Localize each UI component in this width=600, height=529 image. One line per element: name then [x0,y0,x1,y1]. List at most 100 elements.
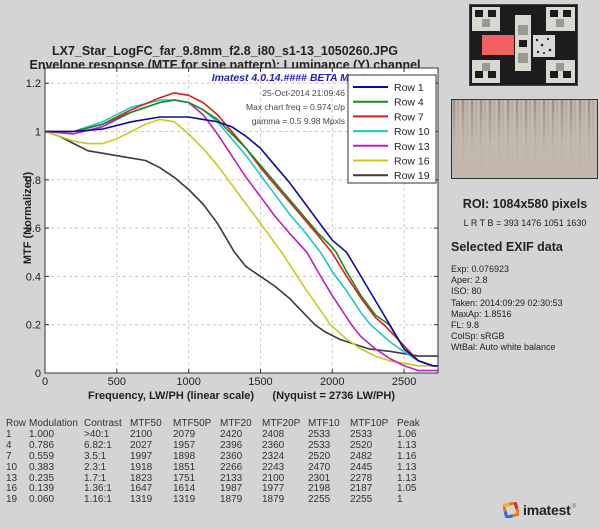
table-row: 10 0.383 2.3:1 1918 1851 2266 2243 2470 2445 1.13 [6,461,427,474]
table-cell: 2198 [308,483,331,495]
svg-text:Row 10: Row 10 [394,126,430,138]
table-cell: >40:1 [84,428,110,440]
table-cell: 1 [6,428,12,440]
table-cell: 1319 [130,494,153,506]
table-header-modulation: Modulation [29,418,78,429]
table-cell: 3.5:1 [84,450,107,462]
table-cell: 2533 [308,428,331,440]
imatest-logo: imatest ® [503,502,576,518]
table-header-mtf20: MTF20 [220,418,252,429]
svg-text:Imatest 4.0.14.#### BETA Maste: Imatest 4.0.14.#### BETA Master [212,72,375,84]
table-cell: 2243 [262,461,285,473]
legend: Row 1 Row 4 Row 7 Row 10 Row 13 Row 16 Row 19 [347,74,437,184]
table-row: 19 0.060 1.16:1 1319 1319 1879 1879 2255 2255 1 [6,494,427,506]
exif-title: Selected EXIF data [451,240,563,254]
table-header-contrast: Contrast [84,418,122,429]
table-cell: 2396 [220,439,243,451]
svg-text:Row 13: Row 13 [394,141,430,153]
table-cell: 1879 [262,494,285,506]
table-row: 7 0.559 3.5:1 1997 1898 2360 2324 2520 2482 1.16 [6,450,427,463]
table-cell: 1851 [173,461,196,473]
svg-text:1: 1 [35,127,41,139]
table-cell: 2100 [262,472,285,484]
y-axis-label: MTF (Normalized) [22,171,34,265]
table-cell: 2408 [262,428,285,440]
svg-text:0.6: 0.6 [26,223,41,235]
table-cell: 4 [6,439,12,451]
registered-mark: ® [571,504,577,510]
exif-white-balance: WtBal: Auto white balance [451,342,556,353]
table-row: 4 0.786 6.82:1 2027 1957 2396 2360 2533 2520 1.13 [6,439,427,452]
table-cell: 2420 [220,428,243,440]
table-cell: 2533 [350,428,373,440]
table-cell: 2255 [308,494,331,506]
table-cell: 0.786 [29,439,55,451]
table-cell: 2470 [308,461,331,473]
table-cell: 0.060 [29,494,55,506]
table-cell: 1977 [262,483,285,495]
curve-row-19 [44,130,438,357]
mtf-chart: 0 500 1000 1500 2000 2500 0 0.2 0.4 0.6 0.8 1 1.2 Im… [26,67,439,388]
svg-text:Row 4: Row 4 [394,97,424,109]
curves [44,92,438,372]
table-cell: 1319 [173,494,196,506]
svg-text:Row 19: Row 19 [394,170,430,182]
curve-row-4 [45,99,438,367]
table-cell: 1.16:1 [84,494,112,506]
svg-text:2500: 2500 [392,376,416,388]
table-header-mtf10: MTF10 [308,418,340,429]
table-cell: 19 [6,494,18,506]
exif-colorspace: ColSp: sRGB [451,331,505,342]
table-cell: 1898 [173,450,196,462]
svg-text:Row 16: Row 16 [394,156,430,168]
svg-text:1500: 1500 [248,376,272,388]
table-cell: 1.06 [397,428,417,440]
table-cell: 2533 [308,439,331,451]
file-title: LX7_Star_LogFC_far_9.8mm_f2.8_i80_s1-13_… [51,44,399,58]
curve-row-7 [45,92,438,367]
table-cell: 0.559 [29,450,55,462]
svg-text:2000: 2000 [320,376,344,388]
results-table: Row Modulation Contrast MTF50 MTF50P MTF20 MTF… [6,418,427,506]
table-cell: 2255 [350,494,373,506]
x-axis-label: Frequency, LW/PH (linear scale) (Nyquist… [88,390,395,402]
table-cell: 16 [6,483,18,495]
exif-focal-length: FL: 9.8 [451,320,480,331]
svg-text:Row 1: Row 1 [394,82,424,94]
svg-text:500: 500 [108,376,126,388]
table-header-mtf10p: MTF10P [350,418,389,429]
table-cell: 0.383 [29,461,55,473]
table-cell: 2027 [130,439,153,451]
table-cell: 1647 [130,483,153,495]
table-cell: 10 [6,461,18,473]
table-cell: 1.05 [397,483,417,495]
svg-text:25-Oct-2014 21:09:46: 25-Oct-2014 21:09:46 [262,88,345,98]
table-cell: 1.36:1 [84,483,112,495]
table-cell: 2360 [220,450,243,462]
exif-aperture: Aper: 2.8 [451,275,488,286]
roi-title: ROI: 1084x580 pixels [462,197,588,211]
curve-row-10 [45,99,438,367]
table-cell: 2301 [308,472,331,484]
exif-maxap: MaxAp: 1.8516 [451,308,512,319]
table-header-row: Row Modulation Contrast MTF50 MTF50P MTF20 MTF… [6,418,427,430]
exif-data: Exp: 0.076923 Aper: 2.8 ISO: 80 Taken: 2… [451,264,563,354]
table-cell: 1.16 [397,450,417,462]
svg-text:Max chart freq = 0.974 c/p: Max chart freq = 0.974 c/p [246,102,345,112]
table-header-mtf20p: MTF20P [262,418,301,429]
table-cell: 1614 [173,483,196,495]
table-cell: 2187 [350,483,373,495]
table-header-mtf50p: MTF50P [173,418,212,429]
table-cell: 13 [6,472,18,484]
roi-image [451,99,598,179]
table-cell: 0.235 [29,472,55,484]
svg-text:0: 0 [35,368,41,380]
table-cell: 2445 [350,461,373,473]
table-cell: 2278 [350,472,373,484]
table-cell: 1879 [220,494,243,506]
table-header-mtf50: MTF50 [130,418,162,429]
table-cell: 1.7:1 [84,472,107,484]
table-header-row: Row [6,418,27,429]
svg-text:0: 0 [42,376,48,388]
table-cell: 2520 [350,439,373,451]
